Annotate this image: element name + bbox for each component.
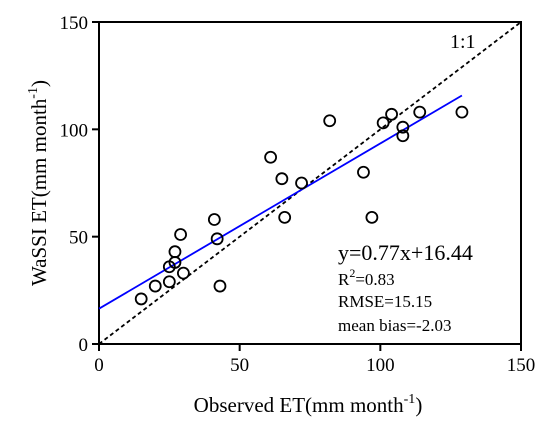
x-tick-label: 100	[366, 355, 395, 376]
plot-frame	[98, 21, 522, 345]
data-point	[278, 210, 292, 224]
data-point	[357, 165, 370, 179]
data-point	[213, 279, 227, 293]
data-point	[455, 105, 469, 119]
data-point	[396, 129, 410, 143]
data-point	[295, 176, 308, 190]
regression-equation: y=0.77x+16.44	[338, 240, 473, 265]
identity-line	[98, 21, 522, 345]
x-tick-label: 0	[94, 355, 104, 376]
x-tick-label: 150	[507, 355, 536, 376]
x-axis-title: Observed ET(mm month-1)	[194, 392, 423, 417]
mean-bias-label: mean bias=-2.03	[338, 316, 451, 335]
identity-line-label: 1:1	[450, 31, 476, 53]
y-axis-title: WaSSI ET(mm month-1)	[26, 80, 51, 286]
r-squared-label: R2=0.83	[338, 266, 395, 289]
y-tick-label: 0	[79, 335, 89, 356]
y-tick-label: 50	[69, 228, 88, 249]
data-point	[148, 279, 162, 293]
data-point	[264, 150, 278, 164]
data-point	[385, 107, 398, 121]
data-point	[134, 292, 148, 306]
data-point	[207, 213, 221, 226]
data-point	[413, 105, 427, 119]
data-point	[176, 266, 190, 280]
data-point	[396, 120, 410, 134]
y-tick-label: 100	[60, 120, 89, 141]
data-point	[162, 275, 176, 289]
data-point	[275, 172, 289, 186]
y-tick-label: 150	[60, 13, 89, 34]
rmse-label: RMSE=15.15	[338, 292, 432, 311]
data-point	[376, 116, 390, 130]
data-point	[365, 210, 379, 224]
data-point	[323, 114, 337, 128]
plot-area: 0 50 100 150 0 50 100 150	[60, 13, 536, 376]
data-point	[168, 256, 182, 269]
x-tick-label: 50	[230, 355, 249, 376]
data-point	[168, 245, 182, 259]
data-point	[210, 232, 224, 246]
data-point	[174, 228, 187, 241]
